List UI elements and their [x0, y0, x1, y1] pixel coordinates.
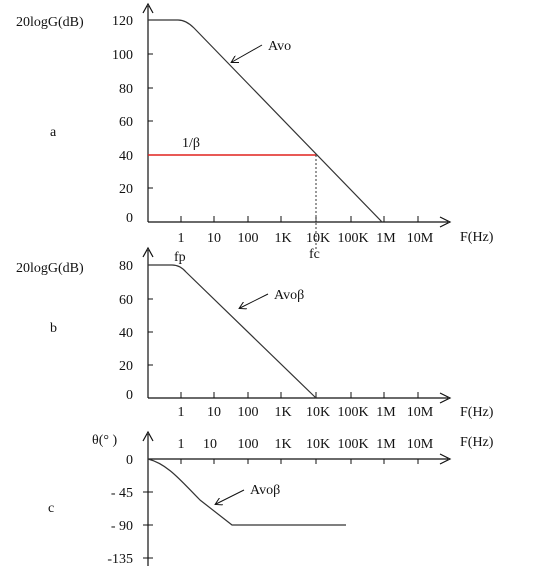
panel-c-y-tick-label: -135 [107, 552, 133, 567]
loop-gain-pointer [240, 293, 269, 308]
panel-b-letter: b [50, 321, 57, 336]
panel-c-x-tick-label: 10M [407, 437, 434, 452]
panel-b-x-tick-label: 100K [337, 405, 368, 420]
panel-c-x-tick-label: 100 [238, 437, 259, 452]
panel-a-x-tick-labels: 1 10 100 1K 10K 100K 1M 10M [178, 231, 434, 246]
panel-a-y-axis-title: 20logG(dB) [16, 15, 84, 30]
panel-a-y-tick-label: 0 [126, 211, 133, 226]
panel-b-x-tick-label: 10K [306, 405, 330, 420]
panel-b: b 20logG(dB) 80 60 40 20 0 [16, 246, 494, 420]
panel-c-y-axis-title: θ(° ) [92, 433, 117, 448]
panel-a-y-axis-arrow [142, 2, 154, 14]
fc-label: fc [309, 247, 320, 262]
open-loop-gain-label: Avo [268, 39, 291, 54]
panel-c-y-tick-labels: 0 - 45 - 90 -135 [107, 453, 133, 567]
panel-a-x-tick-label: 10K [306, 231, 330, 246]
panel-c-x-tick-label: 1 [178, 437, 185, 452]
panel-c-y-tick-label: - 45 [111, 486, 133, 501]
panel-b-y-tick-label: 20 [119, 359, 133, 374]
beta-reciprocal-label: 1/β [182, 136, 200, 151]
phase-curve-pointer [216, 489, 245, 504]
panel-b-y-tick-label: 60 [119, 293, 133, 308]
panel-a-x-tick-marks [180, 216, 419, 222]
panel-c-x-axis-arrow [439, 453, 452, 465]
panel-a-x-tick-label: 10M [407, 231, 434, 246]
panel-a-y-tick-label: 20 [119, 182, 133, 197]
panel-a-y-tick-labels: 120 100 80 60 40 20 0 [112, 14, 133, 226]
panel-c-x-tick-label: 100K [337, 437, 368, 452]
open-loop-gain-curve [148, 19, 383, 223]
panel-c-x-tick-label: 10K [306, 437, 330, 452]
panel-a-x-axis-arrow [439, 216, 452, 228]
panel-a-y-tick-label: 60 [119, 115, 133, 130]
panel-a-x-tick-label: 10 [207, 231, 221, 246]
panel-c: c θ(° ) 0 - 45 - 90 -135 1 [48, 430, 494, 567]
panel-b-x-tick-labels: 1 10 100 1K 10K 100K 1M 10M [178, 405, 434, 420]
panel-b-x-axis-arrow [439, 392, 452, 404]
panel-a: a 20logG(dB) 120 100 80 60 40 20 0 [16, 2, 494, 262]
panel-a-x-tick-label: 100 [238, 231, 259, 246]
panel-b-x-tick-label: 10 [207, 405, 221, 420]
phase-curve [147, 458, 346, 526]
panel-a-x-axis-title: F(Hz) [460, 230, 494, 245]
panel-b-x-tick-label: 100 [238, 405, 259, 420]
panel-b-x-tick-label: 1M [376, 405, 396, 420]
panel-a-y-tick-marks [148, 19, 153, 189]
panel-b-x-tick-marks [180, 392, 419, 398]
panel-a-y-tick-label: 40 [119, 149, 133, 164]
panel-b-x-tick-label: 1K [274, 405, 291, 420]
panel-b-x-axis-title: F(Hz) [460, 405, 494, 420]
panel-c-y-tick-label: 0 [126, 453, 133, 468]
panel-b-y-tick-label: 0 [126, 388, 133, 403]
panel-b-y-axis-title: 20logG(dB) [16, 261, 84, 276]
panel-c-x-axis-title: F(Hz) [460, 435, 494, 450]
panel-a-x-tick-label: 100K [337, 231, 368, 246]
panel-b-x-tick-label: 1 [178, 405, 185, 420]
panel-a-x-tick-label: 1K [274, 231, 291, 246]
panel-a-letter: a [50, 125, 57, 140]
panel-c-x-tick-label: 10 [203, 437, 217, 452]
panel-c-letter: c [48, 501, 54, 516]
panel-a-y-tick-label: 120 [112, 14, 133, 29]
panel-c-y-tick-label: - 90 [111, 519, 133, 534]
panel-c-x-tick-label: 1M [376, 437, 396, 452]
panel-b-y-axis-arrow [142, 246, 154, 258]
panel-c-x-tick-marks [180, 459, 419, 464]
loop-gain-curve [148, 264, 317, 399]
panel-a-y-tick-label: 100 [112, 48, 133, 63]
phase-curve-label: Avoβ [250, 483, 280, 498]
panel-c-x-tick-label: 1K [274, 437, 291, 452]
panel-c-y-axis-arrow [142, 430, 154, 442]
panel-c-x-tick-labels: 1 10 100 1K 10K 100K 1M 10M [178, 437, 434, 452]
panel-c-y-tick-marks [143, 491, 153, 559]
panel-b-y-tick-label: 80 [119, 259, 133, 274]
panel-b-x-tick-label: 10M [407, 405, 434, 420]
panel-a-x-tick-label: 1M [376, 231, 396, 246]
loop-gain-label: Avoβ [274, 288, 304, 303]
panel-a-y-tick-label: 80 [119, 82, 133, 97]
open-loop-gain-pointer [232, 44, 263, 62]
panel-b-y-tick-label: 40 [119, 326, 133, 341]
panel-b-y-tick-marks [148, 264, 153, 366]
panel-b-y-tick-labels: 80 60 40 20 0 [119, 259, 133, 403]
fp-label: fp [174, 250, 186, 265]
panel-a-x-tick-label: 1 [178, 231, 185, 246]
